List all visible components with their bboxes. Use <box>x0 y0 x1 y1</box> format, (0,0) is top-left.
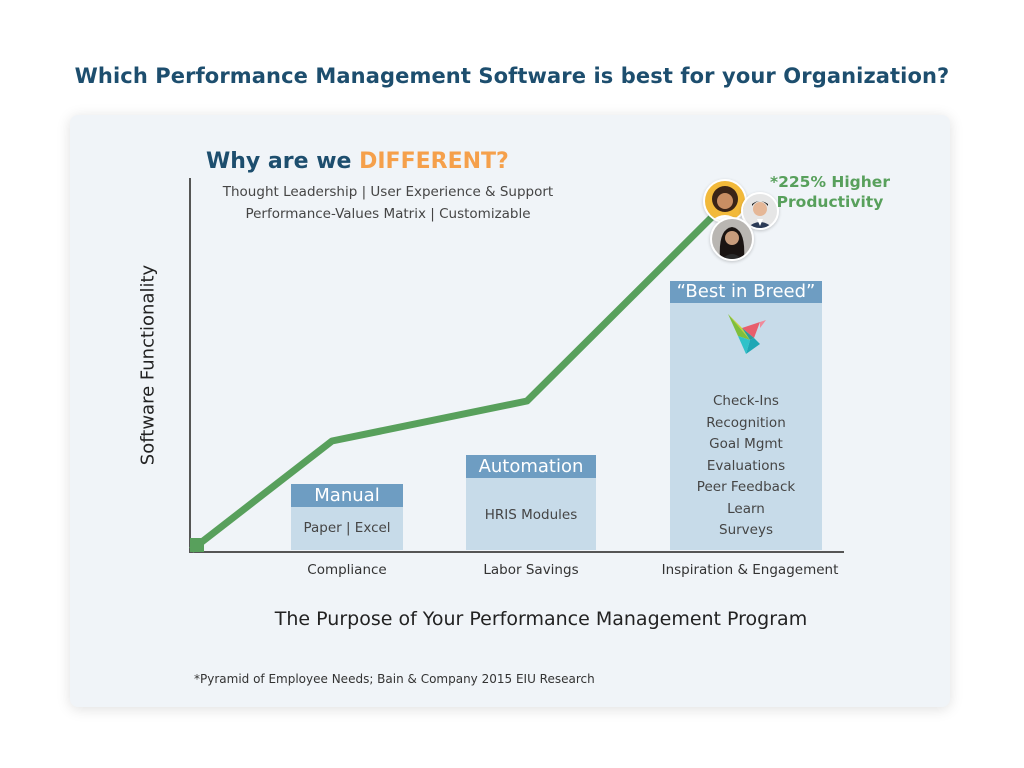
stage-header: “Best in Breed” <box>670 281 822 303</box>
features-line-1: Thought Leadership | User Experience & S… <box>222 184 554 200</box>
x-axis-label: The Purpose of Your Performance Manageme… <box>274 608 808 630</box>
growth-line <box>189 212 717 553</box>
stage-body: Check-Ins Recognition Goal Mgmt Evaluati… <box>670 303 822 550</box>
diagram-card: Why are we DIFFERENT? Thought Leadership… <box>70 115 950 707</box>
feature-item: Goal Mgmt <box>709 436 783 452</box>
stage-header: Automation <box>466 455 596 478</box>
growth-line-start <box>190 538 204 552</box>
heading-highlight: DIFFERENT? <box>359 149 509 174</box>
stage-box-manual: Manual Paper | Excel <box>291 484 403 550</box>
stage-box-best-in-breed: “Best in Breed” Check-Ins Recognition Go… <box>670 281 822 550</box>
stage-body: HRIS Modules <box>466 478 596 550</box>
feature-item: Recognition <box>706 414 786 431</box>
productivity-callout: *225% Higher Productivity <box>770 172 890 212</box>
footnote: *Pyramid of Employee Needs; Bain & Compa… <box>194 672 595 686</box>
callout-line-2: Productivity <box>776 193 884 211</box>
avatar-woman-curly-hair-icon <box>703 179 747 223</box>
stage-box-automation: Automation HRIS Modules <box>466 455 596 550</box>
callout-line-1: *225% Higher <box>770 173 890 191</box>
stage-item: Paper | Excel <box>303 520 391 536</box>
avatar-man-icon <box>741 192 779 230</box>
stage-item: HRIS Modules <box>484 507 578 523</box>
page-title: Which Performance Management Software is… <box>74 64 950 88</box>
features-line-2: Performance-Values Matrix | Customizable <box>245 206 531 222</box>
feature-item: Surveys <box>719 522 773 538</box>
feature-item: Evaluations <box>706 457 786 474</box>
x-tick-compliance: Compliance <box>307 562 387 578</box>
feature-item: Learn <box>727 500 765 517</box>
feature-item: Peer Feedback <box>696 479 796 495</box>
avatar-woman-dark-hair-icon <box>710 217 754 261</box>
stage-body: Paper | Excel <box>291 507 403 550</box>
heading-prefix: Why are we <box>206 149 360 174</box>
feature-item: Check-Ins <box>713 393 779 409</box>
growth-chart <box>189 178 844 553</box>
stage-header: Manual <box>291 484 403 507</box>
x-tick-inspiration-engagement: Inspiration & Engagement <box>661 562 839 578</box>
x-tick-labor-savings: Labor Savings <box>483 562 579 578</box>
why-different-heading: Why are we DIFFERENT? <box>206 149 509 174</box>
origami-bird-logo-icon <box>728 314 766 354</box>
